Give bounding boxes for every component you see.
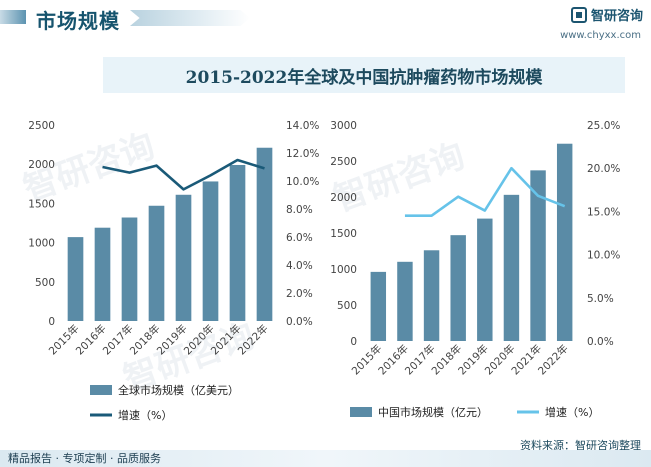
china-y-right-tick: 20.0% <box>587 163 620 175</box>
china-y-right-tick: 25.0% <box>587 120 620 132</box>
china-x-tick: 2022年 <box>535 342 571 378</box>
global-bar <box>94 227 111 321</box>
brand-name: 智研咨询 <box>590 9 643 24</box>
global-legend-line-label: 增速（%） <box>118 408 172 422</box>
page-title: 市场规模 <box>36 9 120 33</box>
brand-logo: 智研咨询 <box>570 5 643 24</box>
china-y-left-tick: 2000 <box>330 192 357 204</box>
global-y-right-tick: 12.0% <box>286 148 319 160</box>
global-y-left-tick: 0 <box>48 316 55 328</box>
global-y-left-tick: 2500 <box>28 120 55 132</box>
site-url: www.chyxx.com <box>560 30 641 41</box>
global-bar <box>229 164 246 321</box>
global-y-left-tick: 500 <box>35 277 55 289</box>
chart-banner-title: 2015-2022年全球及中国抗肿瘤药物市场规模 <box>103 57 625 93</box>
china-bar <box>423 250 440 341</box>
footer-services: 精品报告 · 专项定制 · 品质服务 <box>8 452 161 465</box>
china-y-left-tick: 500 <box>337 300 357 312</box>
global-growth-line <box>102 158 265 191</box>
china-bar <box>556 143 573 341</box>
global-y-right-tick: 14.0% <box>286 120 319 132</box>
global-y-right-tick: 4.0% <box>286 260 313 272</box>
china-y-right-tick: 0.0% <box>587 336 614 348</box>
china-legend-bar-swatch <box>350 407 372 417</box>
china-y-left-tick: 0 <box>350 336 357 348</box>
global-bar <box>175 194 192 321</box>
brand-logo-icon <box>570 6 587 23</box>
china-legend-line-label: 增速（%） <box>545 405 599 419</box>
global-y-left-tick: 1500 <box>28 198 55 210</box>
china-bar <box>450 235 466 341</box>
global-y-left-tick: 1000 <box>28 238 55 250</box>
source-note: 资料来源：智研咨询整理 <box>520 439 641 452</box>
china-bar <box>477 218 493 341</box>
china-bar <box>503 194 520 341</box>
global-legend-bar-label: 全球市场规模（亿美元） <box>118 383 239 397</box>
global-legend-bar-swatch <box>90 385 112 395</box>
global-y-right-tick: 6.0% <box>286 232 313 244</box>
china-y-right-tick: 15.0% <box>587 206 620 218</box>
china-y-left-tick: 2500 <box>330 156 357 168</box>
china-bar <box>530 170 546 341</box>
global-y-right-tick: 2.0% <box>286 288 313 300</box>
global-y-right-tick: 10.0% <box>286 176 319 188</box>
china-bar <box>397 261 413 341</box>
china-y-right-tick: 10.0% <box>587 250 620 262</box>
global-bar <box>256 147 273 321</box>
footer-bar <box>0 450 651 467</box>
global-y-right-tick: 8.0% <box>286 204 313 216</box>
china-growth-line <box>404 166 566 218</box>
header-accent-bar <box>0 10 26 24</box>
china-y-left-tick: 1500 <box>330 228 357 240</box>
global-y-right-tick: 0.0% <box>286 316 313 328</box>
china-y-left-tick: 1000 <box>330 264 357 276</box>
china-legend-bar-label: 中国市场规模（亿元） <box>378 405 488 419</box>
china-y-right-tick: 5.0% <box>587 293 614 305</box>
china-y-left-tick: 3000 <box>330 120 357 132</box>
global-bar <box>121 217 138 321</box>
global-bar <box>202 181 219 321</box>
global-y-left-tick: 2000 <box>28 159 55 171</box>
china-bar <box>370 271 387 341</box>
header-chevron-decoration <box>130 10 250 26</box>
global-bar <box>148 205 165 321</box>
global-x-tick: 2022年 <box>235 322 271 358</box>
global-bar <box>67 237 84 321</box>
